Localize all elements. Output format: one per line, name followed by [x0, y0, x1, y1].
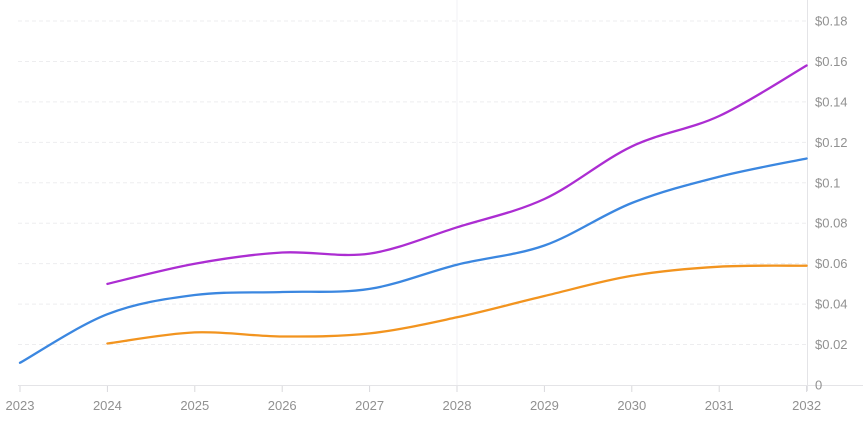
y-axis-label-0.02: $0.02 [815, 337, 848, 352]
y-axis-label-0.1: $0.1 [815, 175, 840, 190]
x-axis-label-2031: 2031 [705, 398, 734, 413]
y-axis-label-0: 0 [815, 378, 822, 393]
y-axis-label-0.14: $0.14 [815, 94, 848, 109]
x-axis-label-2029: 2029 [530, 398, 559, 413]
y-axis-label-0.08: $0.08 [815, 216, 848, 231]
y-axis-label-0.16: $0.16 [815, 54, 848, 69]
x-axis-label-2023: 2023 [6, 398, 35, 413]
x-axis-label-2028: 2028 [443, 398, 472, 413]
y-axis-label-0.18: $0.18 [815, 14, 848, 29]
x-axis-label-2027: 2027 [355, 398, 384, 413]
y-axis-label-0.06: $0.06 [815, 256, 848, 271]
series-blue-line[interactable] [18, 157, 808, 364]
x-axis-label-2032: 2032 [792, 398, 821, 413]
series-orange-line[interactable] [106, 264, 808, 345]
y-axis-label-0.04: $0.04 [815, 297, 848, 312]
y-axis-label-0.12: $0.12 [815, 135, 848, 150]
x-axis-label-2025: 2025 [180, 398, 209, 413]
x-axis-label-2026: 2026 [268, 398, 297, 413]
x-axis-label-2024: 2024 [93, 398, 122, 413]
series-purple-line[interactable] [106, 64, 808, 286]
x-axis-label-2030: 2030 [617, 398, 646, 413]
